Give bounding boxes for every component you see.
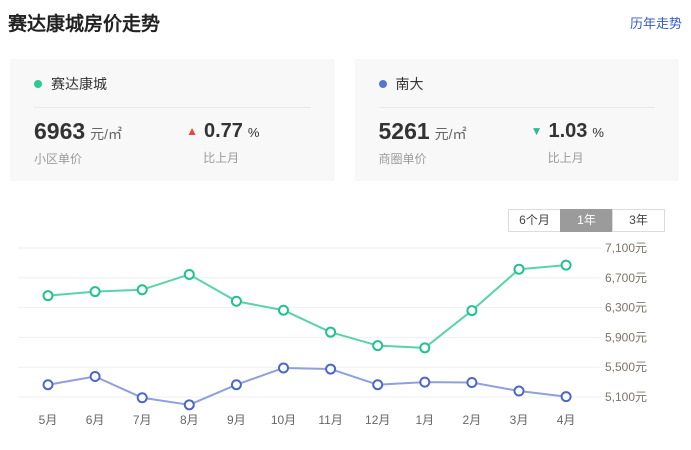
x-axis-label: 4月 bbox=[557, 413, 576, 427]
blue-series-dot-icon bbox=[378, 80, 387, 88]
chart-point bbox=[183, 399, 195, 411]
divider bbox=[378, 107, 655, 108]
x-axis-label: 6月 bbox=[86, 413, 105, 427]
change-unit: % bbox=[592, 125, 604, 140]
community-name: 赛达康城 bbox=[51, 76, 107, 92]
period-tabs: 6个月 1年 3年 bbox=[0, 209, 665, 232]
x-axis-label: 5月 bbox=[39, 413, 58, 427]
arrow-down-icon: ▼ bbox=[530, 124, 543, 138]
x-axis-label: 12月 bbox=[365, 413, 390, 427]
x-axis-label: 3月 bbox=[510, 413, 529, 427]
price-value: 6963 bbox=[34, 118, 86, 144]
chart-point bbox=[89, 286, 101, 298]
chart-point bbox=[278, 304, 289, 316]
change-unit: % bbox=[247, 125, 260, 140]
chart-point bbox=[183, 268, 195, 280]
chart-point bbox=[136, 284, 148, 296]
chart-series-line bbox=[47, 366, 567, 406]
chart-point bbox=[466, 376, 478, 388]
price-unit: 元/㎡ bbox=[434, 126, 467, 142]
y-axis-label: 6,700元 bbox=[605, 271, 647, 285]
x-axis-label: 11月 bbox=[318, 413, 342, 427]
chart-point bbox=[230, 295, 242, 307]
chart-point bbox=[325, 326, 337, 338]
chart-point bbox=[278, 362, 289, 374]
line-chart-canvas: 7,100元 6,700元 6,300元 5,900元 5,500元 5,100元 5月 6月… bbox=[18, 241, 647, 427]
divider bbox=[34, 107, 311, 108]
card-stats: 6963 元/㎡ 小区单价 ▲ 0.77 % 比上月 bbox=[34, 118, 311, 167]
change-stat: ▲ 0.77 % 比上月 bbox=[186, 118, 310, 167]
x-axis-label: 10月 bbox=[271, 413, 296, 427]
x-axis-label: 9月 bbox=[227, 413, 246, 427]
chart-point bbox=[42, 379, 54, 391]
chart-point bbox=[513, 385, 525, 397]
green-series-dot-icon bbox=[34, 80, 42, 88]
chart-point bbox=[466, 305, 478, 317]
price-unit: 元/㎡ bbox=[90, 126, 123, 142]
price-summary-cards: 赛达康城 6963 元/㎡ 小区单价 ▲ 0.77 % 比上月 bbox=[10, 59, 679, 181]
chart-point bbox=[42, 290, 54, 302]
history-trend-link[interactable]: 历年走势 bbox=[629, 16, 682, 31]
district-price-card: 南大 5261 元/㎡ 商圈单价 ▼ 1.03 % 比上月 bbox=[354, 59, 679, 181]
price-label: 小区单价 bbox=[34, 152, 83, 166]
y-axis-label: 5,900元 bbox=[605, 330, 647, 344]
chart-point bbox=[419, 342, 431, 354]
arrow-up-icon: ▲ bbox=[186, 124, 198, 138]
x-axis-label: 2月 bbox=[463, 413, 482, 427]
y-axis-label: 6,300元 bbox=[605, 301, 647, 315]
price-trend-chart: 7,100元 6,700元 6,300元 5,900元 5,500元 5,100元 5月 6月… bbox=[0, 235, 691, 450]
y-axis-label: 7,100元 bbox=[605, 241, 647, 255]
tab-3-years[interactable]: 3年 bbox=[612, 209, 665, 232]
card-title-row: 赛达康城 bbox=[34, 74, 311, 94]
x-axis-label: 1月 bbox=[415, 413, 434, 427]
change-label: 比上月 bbox=[203, 151, 240, 165]
chart-series-line bbox=[47, 264, 567, 349]
chart-point bbox=[136, 392, 148, 404]
chart-point bbox=[372, 379, 384, 391]
price-stat: 6963 元/㎡ 小区单价 bbox=[34, 118, 186, 167]
price-value: 5261 bbox=[378, 118, 430, 144]
chart-point bbox=[560, 391, 572, 403]
price-label: 商圈单价 bbox=[378, 152, 427, 166]
chart-point bbox=[325, 363, 337, 375]
x-axis-label: 8月 bbox=[180, 413, 199, 427]
chart-point bbox=[513, 263, 525, 275]
tab-6-months[interactable]: 6个月 bbox=[508, 209, 561, 232]
page-title: 赛达康城房价走势 bbox=[8, 14, 161, 35]
price-stat: 5261 元/㎡ 商圈单价 bbox=[379, 118, 531, 167]
change-label: 比上月 bbox=[547, 151, 584, 165]
chart-point bbox=[372, 340, 384, 352]
chart-point bbox=[89, 371, 101, 383]
chart-point bbox=[419, 376, 431, 388]
community-price-card: 赛达康城 6963 元/㎡ 小区单价 ▲ 0.77 % 比上月 bbox=[10, 59, 335, 181]
x-axis-label: 7月 bbox=[133, 413, 152, 427]
district-name: 南大 bbox=[395, 76, 424, 92]
change-stat: ▼ 1.03 % 比上月 bbox=[531, 118, 655, 167]
tab-1-year[interactable]: 1年 bbox=[560, 209, 613, 232]
card-stats: 5261 元/㎡ 商圈单价 ▼ 1.03 % 比上月 bbox=[379, 118, 656, 167]
chart-point bbox=[560, 259, 572, 271]
y-axis-label: 5,100元 bbox=[605, 390, 647, 404]
chart-point bbox=[230, 379, 242, 391]
card-title-row: 南大 bbox=[378, 74, 656, 94]
y-axis-label: 5,500元 bbox=[605, 360, 647, 374]
change-value: 0.77 bbox=[203, 120, 243, 142]
change-value: 1.03 bbox=[548, 120, 588, 142]
panel-header: 赛达康城房价走势 历年走势 bbox=[0, 0, 691, 38]
